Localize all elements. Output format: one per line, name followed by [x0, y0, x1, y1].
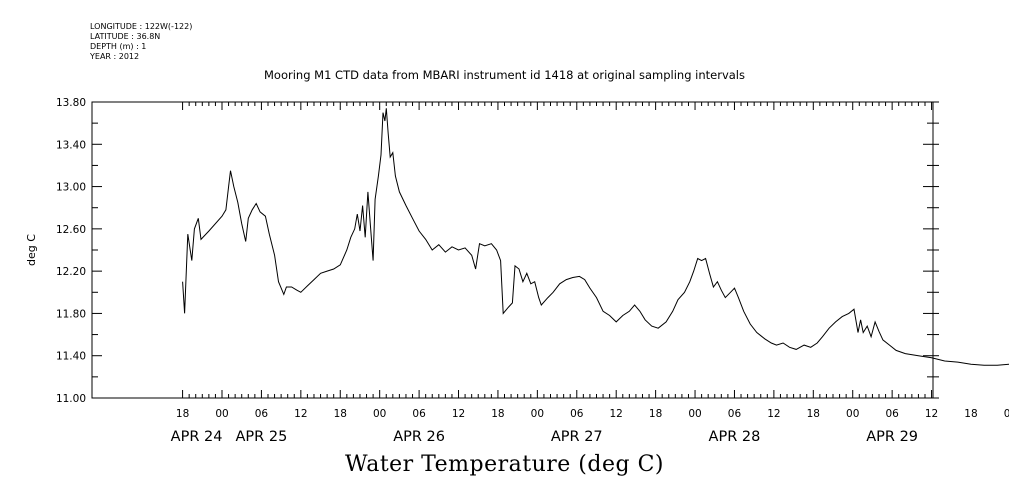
date-label: APR 26: [393, 429, 445, 445]
x-tick-label: 06: [412, 408, 426, 420]
x-tick-label: 00: [215, 408, 228, 420]
longitude-label: LONGITUDE : 122W(-122): [90, 22, 193, 31]
y-tick-label: 11.00: [56, 393, 86, 405]
depth-label: DEPTH (m) : 1: [90, 42, 147, 51]
x-tick-label: 18: [649, 408, 662, 420]
latitude-label: LATITUDE : 36.8N: [90, 32, 161, 41]
y-axis-label: deg C: [25, 234, 38, 266]
date-label: APR 29: [866, 429, 918, 445]
year-label: YEAR : 2012: [90, 52, 140, 61]
y-tick-label: 12.20: [56, 266, 86, 278]
y-axis: 11.00 11.40 11.80 12.20 12.60 13.00 13.40 13.80: [56, 97, 939, 405]
metadata-block: LONGITUDE : 122W(-122) LATITUDE : 36.8N …: [90, 22, 192, 62]
x-tick-label: 00: [373, 408, 386, 420]
x-tick-label: 06: [728, 408, 742, 420]
x-tick-label: 18: [964, 408, 977, 420]
x-tick-label: 12: [294, 408, 307, 420]
x-tick-label: 12: [452, 408, 465, 420]
x-tick-label: 18: [334, 408, 347, 420]
x-tick-label: 06: [570, 408, 584, 420]
x-tick-label: 12: [767, 408, 780, 420]
y-tick-label: 13.40: [56, 139, 86, 151]
x-tick-label: 00: [1004, 408, 1009, 420]
x-axis: 18 00 06 12 18 00 06 12 18 00 06 12 18 00 06 12 18 00 06 12…: [171, 102, 1009, 445]
date-label: APR 27: [551, 429, 603, 445]
y-tick-label: 13.00: [56, 182, 86, 194]
x-tick-label: 12: [610, 408, 623, 420]
date-label: APR 28: [709, 429, 761, 445]
chart-title: Mooring M1 CTD data from MBARI instrumen…: [264, 68, 745, 82]
x-tick-label: 00: [688, 408, 701, 420]
y-tick-label: 11.40: [56, 351, 86, 363]
date-label: APR 24: [171, 429, 223, 445]
x-tick-label: 06: [255, 408, 269, 420]
date-label: APR 25: [236, 429, 288, 445]
x-tick-label: 18: [491, 408, 504, 420]
x-tick-label: 06: [885, 408, 899, 420]
x-axis-label: Water Temperature (deg C): [345, 452, 664, 477]
plot-frame: [91, 101, 934, 399]
y-tick-label: 13.80: [56, 97, 86, 109]
x-tick-label: 00: [846, 408, 859, 420]
x-tick-label: 18: [807, 408, 820, 420]
x-tick-label: 00: [531, 408, 544, 420]
x-tick-label: 12: [925, 408, 938, 420]
temperature-series-line: [182, 108, 1009, 366]
series-layer: [182, 108, 1009, 366]
y-tick-label: 12.60: [56, 224, 86, 236]
y-tick-label: 11.80: [56, 308, 86, 320]
x-tick-label: 18: [176, 408, 189, 420]
